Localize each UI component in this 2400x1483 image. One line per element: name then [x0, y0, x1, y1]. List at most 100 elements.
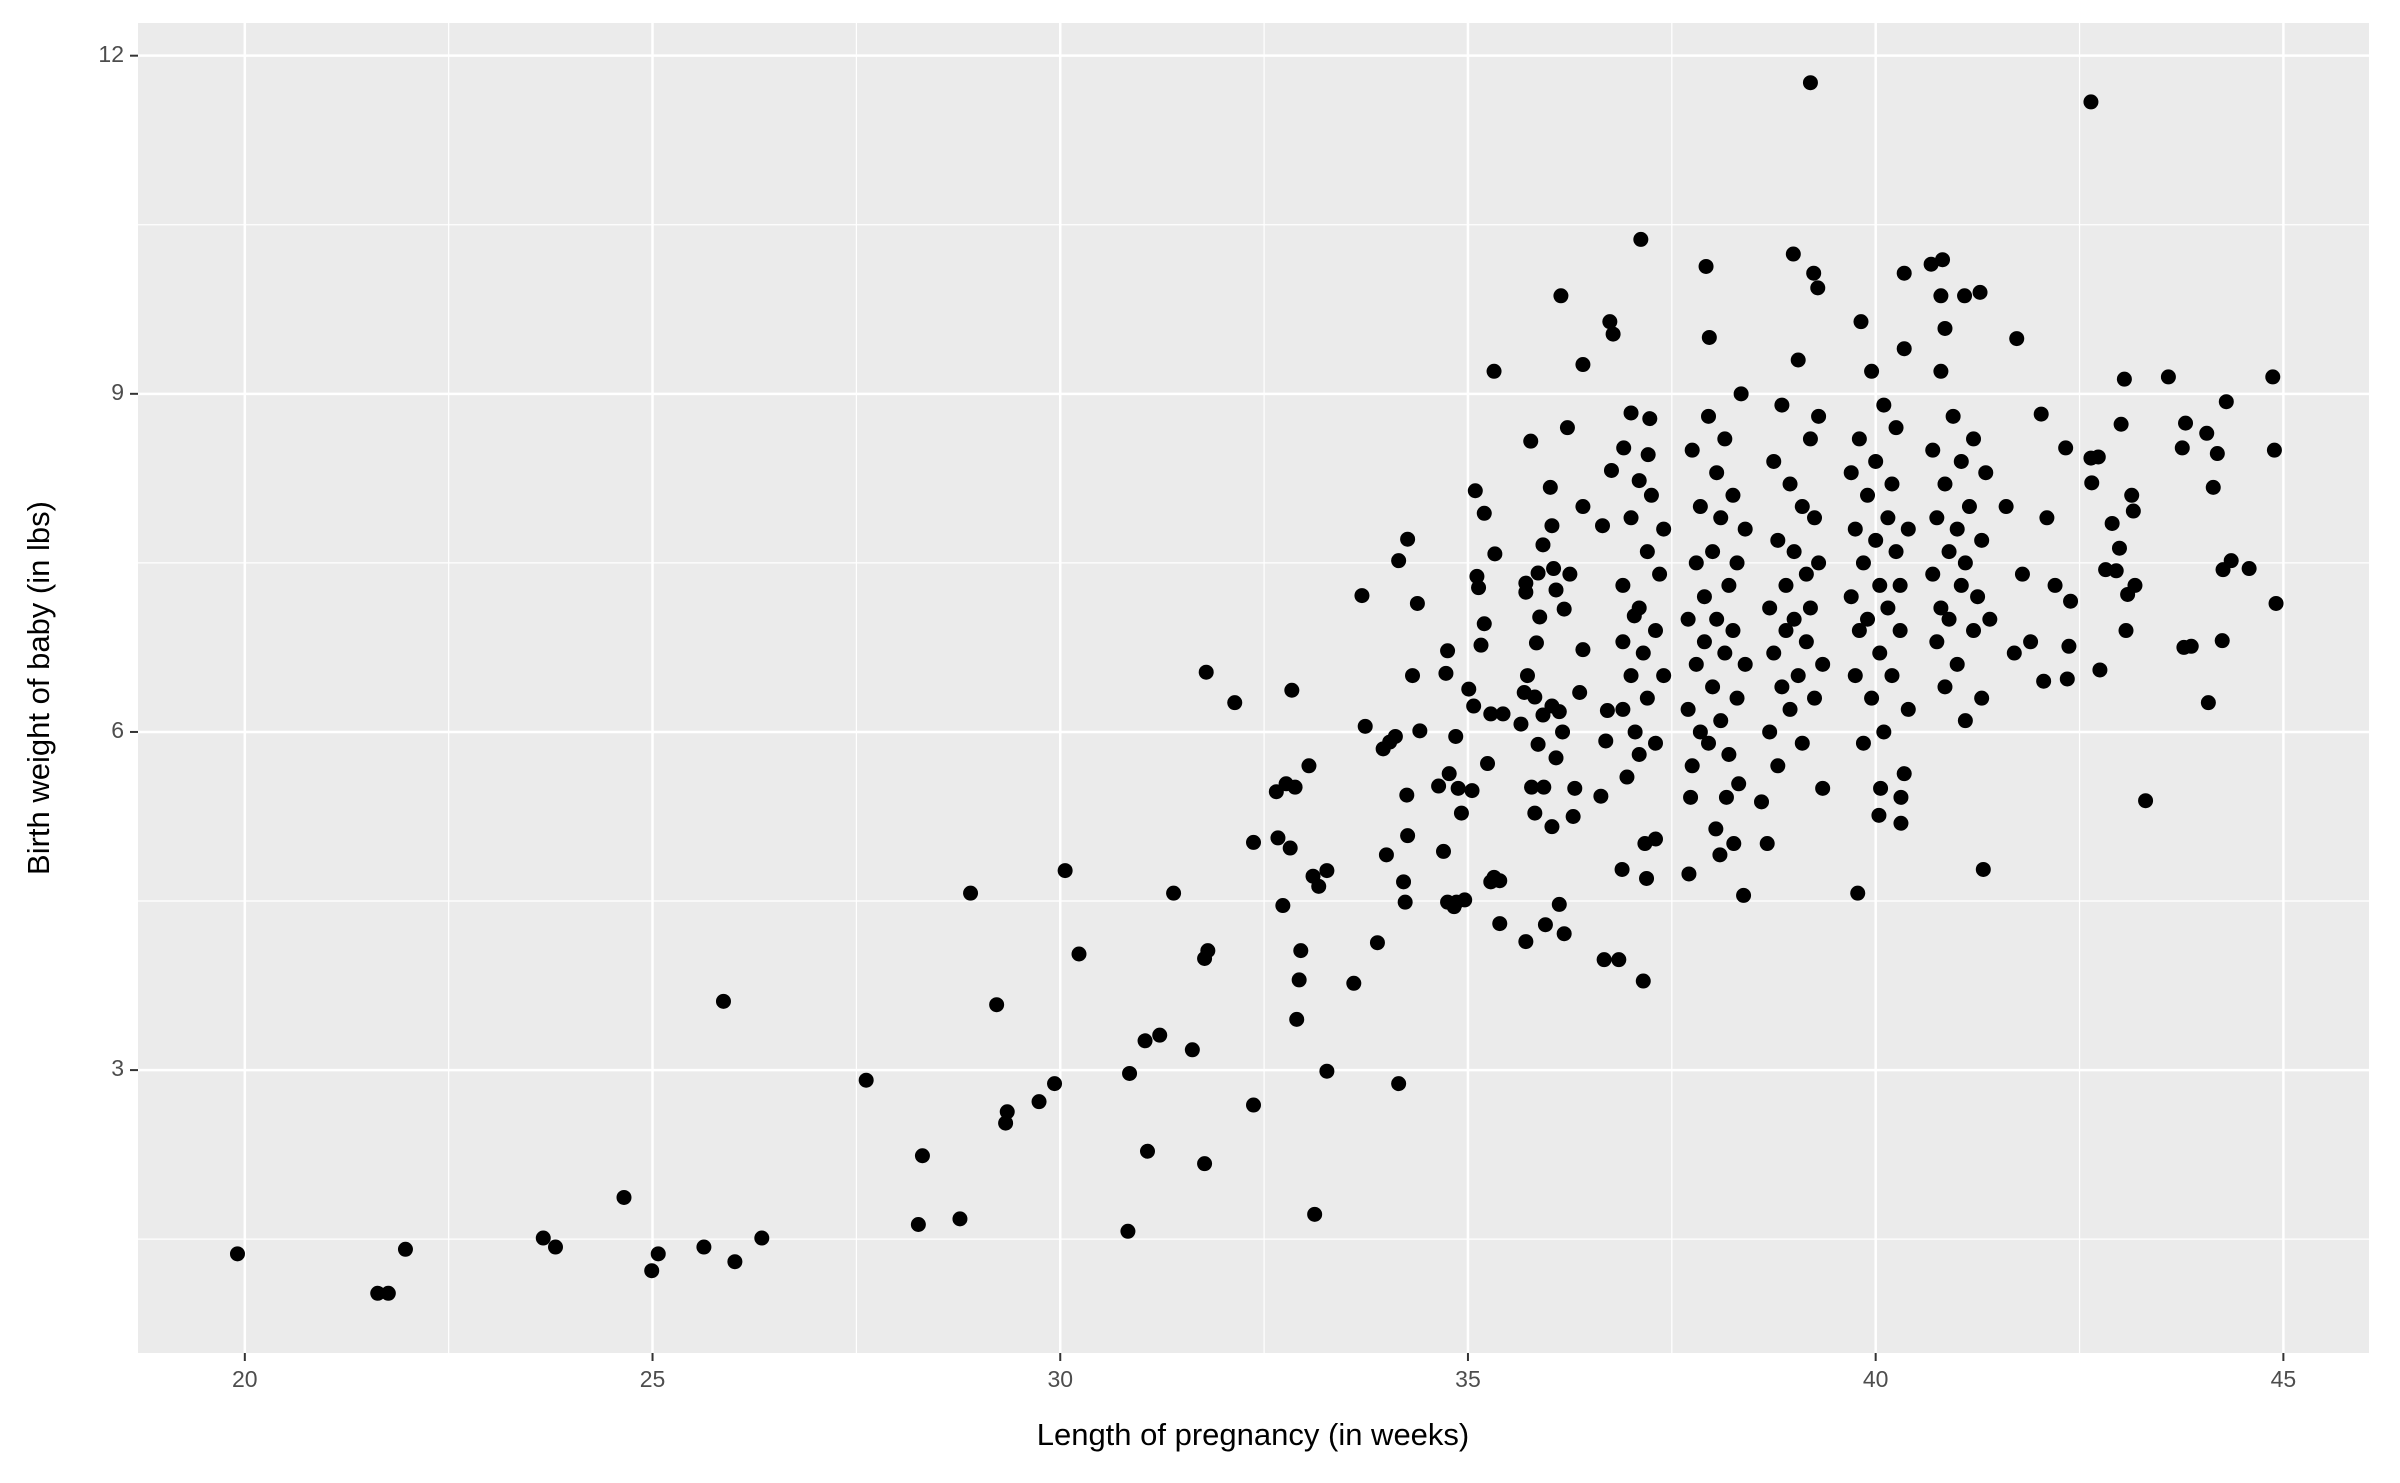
point	[1782, 476, 1798, 492]
point	[1518, 584, 1534, 600]
point	[1725, 623, 1741, 639]
point	[2223, 553, 2239, 569]
point	[2183, 638, 2199, 654]
point	[1851, 431, 1867, 447]
point	[1961, 499, 1977, 515]
point	[1198, 664, 1214, 680]
point	[2083, 94, 2099, 110]
point	[1692, 724, 1708, 740]
point	[1888, 544, 1904, 560]
point	[1598, 733, 1614, 749]
point	[1523, 433, 1539, 449]
point	[1713, 713, 1729, 729]
point	[397, 1241, 413, 1257]
point	[998, 1115, 1014, 1131]
point	[1536, 779, 1552, 795]
point	[914, 1148, 930, 1164]
point	[696, 1239, 712, 1255]
point	[1200, 943, 1216, 959]
point	[1941, 544, 1957, 560]
point	[1815, 780, 1831, 796]
point	[1301, 758, 1317, 774]
point	[1476, 505, 1492, 521]
point	[1900, 701, 1916, 717]
point	[2118, 623, 2134, 639]
point	[1282, 840, 1298, 856]
point	[1762, 600, 1778, 616]
point	[1737, 656, 1753, 672]
point	[1713, 510, 1729, 526]
point	[1900, 521, 1916, 537]
point	[1623, 510, 1639, 526]
point	[1929, 510, 1945, 526]
point	[1705, 544, 1721, 560]
point	[1599, 703, 1615, 719]
point	[1683, 789, 1699, 805]
point	[1354, 588, 1370, 604]
point	[727, 1254, 743, 1270]
point	[1615, 634, 1631, 650]
point	[1409, 595, 1425, 611]
point	[1851, 623, 1867, 639]
point	[1435, 843, 1451, 859]
point	[1754, 794, 1770, 810]
point	[1896, 766, 1912, 782]
point	[1603, 462, 1619, 478]
point	[1184, 1042, 1200, 1058]
point	[2108, 563, 2124, 579]
point	[1639, 690, 1655, 706]
point	[2199, 425, 2215, 441]
point	[1880, 600, 1896, 616]
point	[1684, 758, 1700, 774]
point	[2006, 645, 2022, 661]
point	[1729, 690, 1745, 706]
point	[1701, 329, 1717, 345]
point	[1876, 724, 1892, 740]
point	[989, 997, 1005, 1013]
point	[2039, 510, 2055, 526]
point	[1595, 518, 1611, 534]
point	[1284, 682, 1300, 698]
point	[1412, 723, 1428, 739]
point	[1811, 555, 1827, 571]
point	[1853, 314, 1869, 330]
point	[1530, 736, 1546, 752]
point	[1453, 805, 1469, 821]
point	[1868, 532, 1884, 548]
point	[1575, 357, 1591, 373]
point	[1864, 363, 1880, 379]
point	[1643, 487, 1659, 503]
point	[1701, 408, 1717, 424]
point	[1246, 834, 1261, 850]
x-axis-title: Length of pregnancy (in weeks)	[1037, 1417, 1470, 1452]
x-tick-label: 40	[1863, 1366, 1889, 1392]
point	[1998, 499, 2014, 515]
point	[2268, 595, 2284, 611]
point	[1681, 866, 1697, 882]
point	[2178, 415, 2194, 431]
point	[1639, 870, 1655, 886]
point	[1642, 411, 1658, 427]
point	[1873, 780, 1889, 796]
point	[1762, 724, 1778, 740]
point	[1847, 668, 1863, 684]
point	[1893, 815, 1909, 831]
point	[1551, 704, 1567, 720]
point	[2014, 566, 2030, 582]
point	[1492, 916, 1508, 932]
point	[1778, 623, 1794, 639]
point	[1440, 643, 1456, 659]
point	[1949, 656, 1965, 672]
point	[1759, 836, 1775, 852]
point	[1289, 1011, 1305, 1027]
y-axis-title: Birth weight of baby (in lbs)	[21, 501, 56, 875]
point	[1631, 747, 1647, 762]
point	[1623, 668, 1639, 684]
point	[1605, 326, 1621, 342]
point	[1733, 386, 1749, 402]
x-tick-label: 25	[640, 1366, 666, 1392]
point	[1798, 634, 1814, 650]
point	[1782, 701, 1798, 717]
